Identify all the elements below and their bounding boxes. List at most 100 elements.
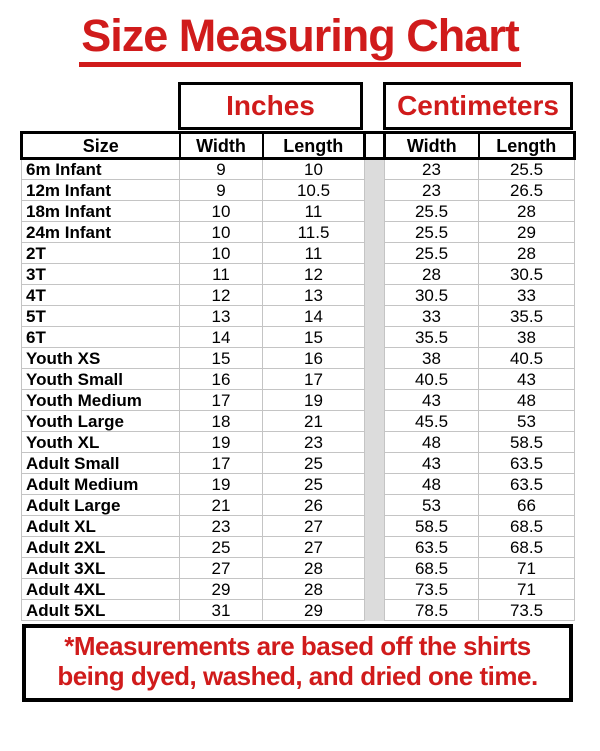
table-row: Youth Small 16 17 40.5 43 <box>21 368 575 391</box>
size-cell: Adult 3XL <box>21 557 180 580</box>
column-header-length-inches: Length <box>261 131 366 161</box>
size-cell: 5T <box>21 305 180 328</box>
column-header-width-cm: Width <box>383 131 480 161</box>
row-gap-spacer <box>364 242 385 264</box>
size-table: Size Width Length Width Length 6m Infant… <box>20 131 576 622</box>
table-row: 6T 14 15 35.5 38 <box>21 326 575 349</box>
row-gap-spacer <box>364 368 385 390</box>
width-cm-cell: 48 <box>384 473 479 496</box>
table-row: Youth XL 19 23 48 58.5 <box>21 431 575 454</box>
row-gap-spacer <box>364 578 385 600</box>
width-inches-cell: 16 <box>179 368 263 391</box>
width-cm-cell: 25.5 <box>384 200 479 223</box>
length-inches-cell: 17 <box>262 368 365 391</box>
width-cm-cell: 25.5 <box>384 221 479 244</box>
table-row: 18m Infant 10 11 25.5 28 <box>21 200 575 223</box>
width-inches-cell: 12 <box>179 284 263 307</box>
table-row: 3T 11 12 28 30.5 <box>21 263 575 286</box>
row-gap-spacer <box>364 263 385 285</box>
page-title-text: Size Measuring Chart <box>79 12 521 68</box>
size-cell: Youth XL <box>21 431 180 454</box>
length-cm-cell: 43 <box>478 368 575 391</box>
width-inches-cell: 14 <box>179 326 263 349</box>
size-cell: Adult XL <box>21 515 180 538</box>
size-cell: Adult Medium <box>21 473 180 496</box>
length-inches-cell: 16 <box>262 347 365 370</box>
size-cell: Adult 2XL <box>21 536 180 559</box>
unit-header-row: Inches Centimeters <box>178 82 600 131</box>
table-row: 6m Infant 9 10 23 25.5 <box>21 158 575 181</box>
width-cm-cell: 53 <box>384 494 479 517</box>
width-cm-cell: 35.5 <box>384 326 479 349</box>
footnote-line-2: being dyed, washed, and dried one time. <box>57 661 538 692</box>
length-inches-cell: 27 <box>262 515 365 538</box>
width-inches-cell: 10 <box>179 242 263 265</box>
width-cm-cell: 63.5 <box>384 536 479 559</box>
width-cm-cell: 68.5 <box>384 557 479 580</box>
width-inches-cell: 11 <box>179 263 263 286</box>
column-header-size: Size <box>20 131 181 161</box>
width-inches-cell: 31 <box>179 599 263 622</box>
footnote-box: *Measurements are based off the shirts b… <box>22 624 573 703</box>
length-inches-cell: 26 <box>262 494 365 517</box>
length-cm-cell: 40.5 <box>478 347 575 370</box>
row-gap-spacer <box>364 200 385 222</box>
column-header-width-inches: Width <box>178 131 264 161</box>
width-inches-cell: 29 <box>179 578 263 601</box>
centimeters-label: Centimeters <box>397 90 559 122</box>
table-row: Adult 4XL 29 28 73.5 71 <box>21 578 575 601</box>
row-gap-spacer <box>364 431 385 453</box>
size-cell: Adult Large <box>21 494 180 517</box>
length-inches-cell: 15 <box>262 326 365 349</box>
table-row: Youth Large 18 21 45.5 53 <box>21 410 575 433</box>
table-row: Adult XL 23 27 58.5 68.5 <box>21 515 575 538</box>
width-inches-cell: 9 <box>179 158 263 181</box>
width-inches-cell: 18 <box>179 410 263 433</box>
column-header-length-cm: Length <box>477 131 576 161</box>
length-inches-cell: 11 <box>262 200 365 223</box>
width-cm-cell: 43 <box>384 452 479 475</box>
width-cm-cell: 25.5 <box>384 242 479 265</box>
size-cell: Adult Small <box>21 452 180 475</box>
table-row: 12m Infant 9 10.5 23 26.5 <box>21 179 575 202</box>
size-cell: Youth Medium <box>21 389 180 412</box>
width-cm-cell: 45.5 <box>384 410 479 433</box>
length-cm-cell: 63.5 <box>478 473 575 496</box>
size-cell: 3T <box>21 263 180 286</box>
page-title: Size Measuring Chart <box>0 12 600 68</box>
table-row: Adult Medium 19 25 48 63.5 <box>21 473 575 496</box>
centimeters-header-box: Centimeters <box>383 82 573 131</box>
length-inches-cell: 11 <box>262 242 365 265</box>
length-cm-cell: 25.5 <box>478 158 575 181</box>
row-gap-spacer <box>364 494 385 516</box>
length-inches-cell: 28 <box>262 557 365 580</box>
length-inches-cell: 27 <box>262 536 365 559</box>
row-gap-spacer <box>364 452 385 474</box>
length-cm-cell: 48 <box>478 389 575 412</box>
length-inches-cell: 10 <box>262 158 365 181</box>
width-cm-cell: 23 <box>384 179 479 202</box>
width-inches-cell: 19 <box>179 473 263 496</box>
length-inches-cell: 14 <box>262 305 365 328</box>
table-row: Adult Large 21 26 53 66 <box>21 494 575 517</box>
row-gap-spacer <box>364 326 385 348</box>
width-inches-cell: 19 <box>179 431 263 454</box>
width-inches-cell: 13 <box>179 305 263 328</box>
table-row: 5T 13 14 33 35.5 <box>21 305 575 328</box>
size-cell: Adult 5XL <box>21 599 180 622</box>
width-inches-cell: 17 <box>179 452 263 475</box>
row-gap-spacer <box>364 179 385 201</box>
length-cm-cell: 26.5 <box>478 179 575 202</box>
table-row: Adult 5XL 31 29 78.5 73.5 <box>21 599 575 622</box>
size-cell: Youth Large <box>21 410 180 433</box>
size-cell: Youth Small <box>21 368 180 391</box>
width-inches-cell: 9 <box>179 179 263 202</box>
length-cm-cell: 28 <box>478 200 575 223</box>
width-inches-cell: 10 <box>179 221 263 244</box>
length-inches-cell: 10.5 <box>262 179 365 202</box>
length-cm-cell: 71 <box>478 557 575 580</box>
length-inches-cell: 29 <box>262 599 365 622</box>
length-inches-cell: 28 <box>262 578 365 601</box>
size-cell: 24m Infant <box>21 221 180 244</box>
